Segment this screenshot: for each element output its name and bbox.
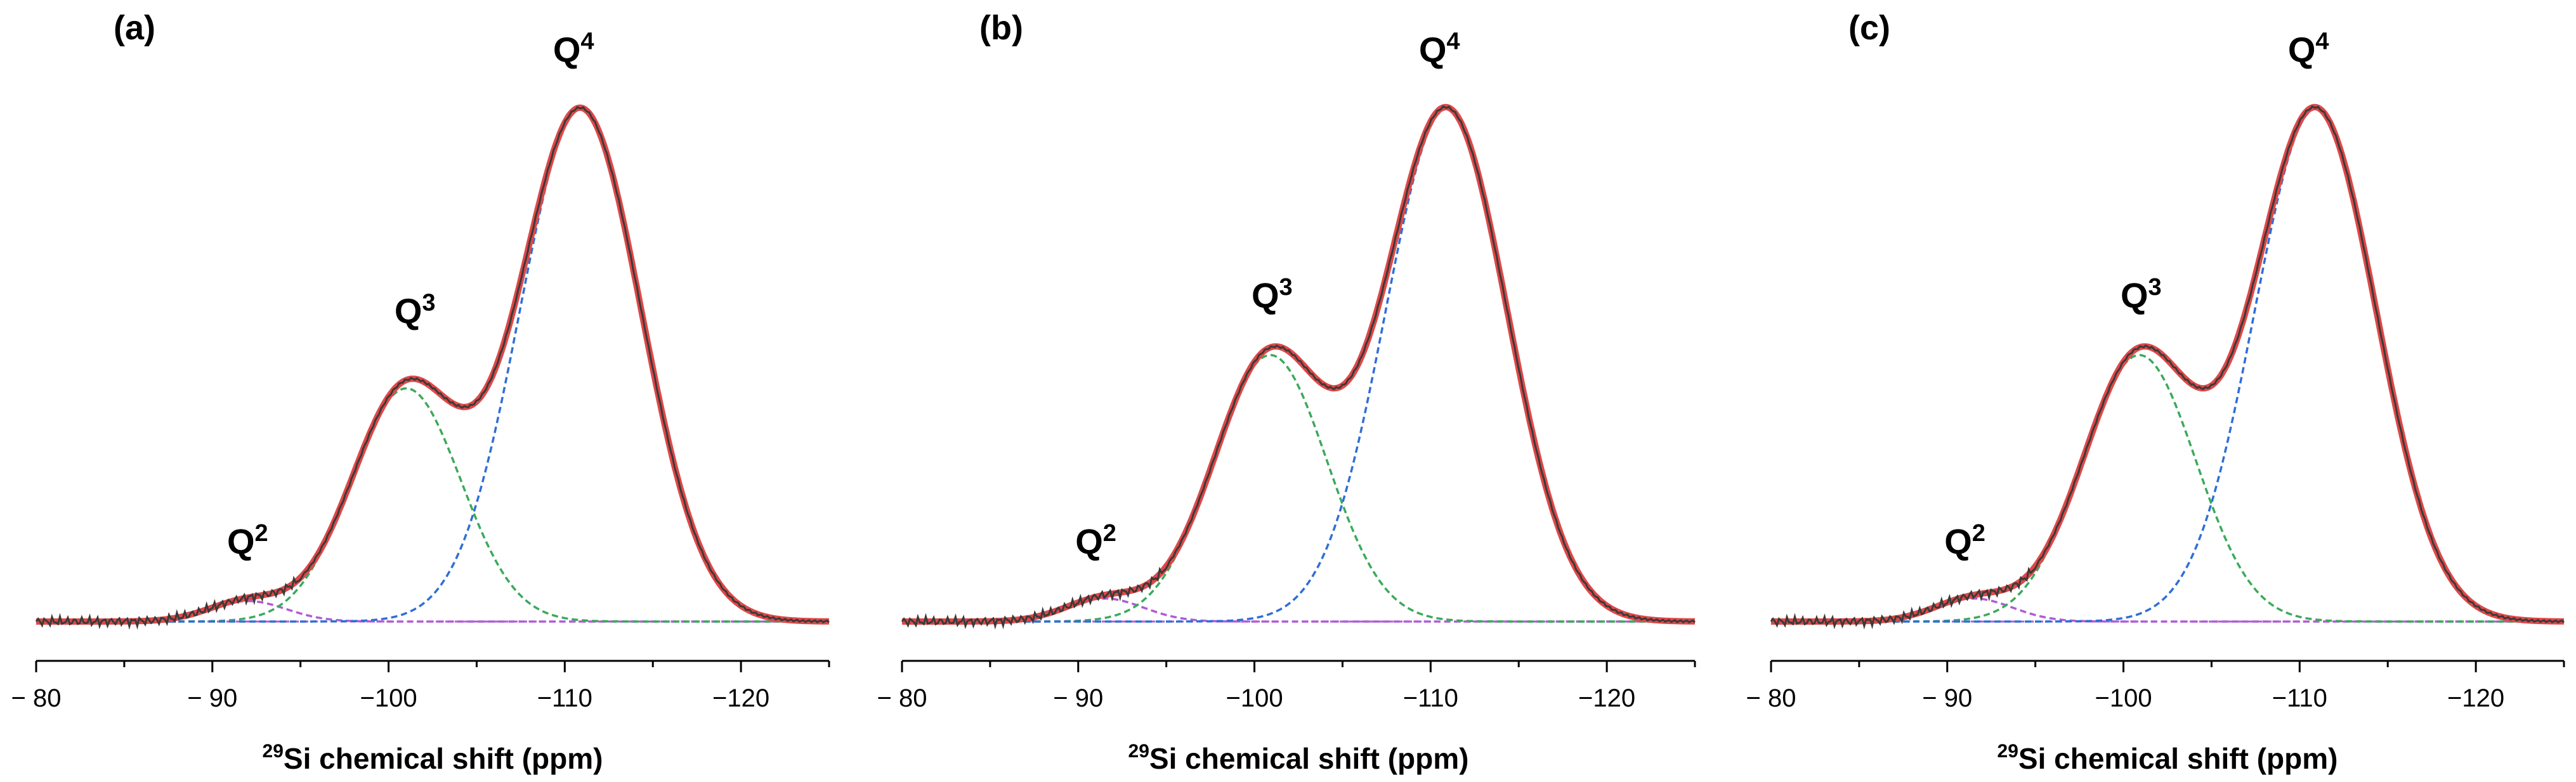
- peak-label-q3: Q3: [395, 289, 436, 330]
- experimental-spectrum: [1770, 105, 2565, 630]
- peak-label-superscript: 4: [2315, 28, 2329, 55]
- panel-label: (b): [979, 9, 1023, 47]
- peak-label-base: Q: [1944, 521, 1972, 561]
- x-tick-label: − 90: [187, 684, 237, 712]
- x-axis-title: 29Si chemical shift (ppm): [1997, 741, 2338, 775]
- x-tick-label: − 80: [11, 684, 62, 712]
- peak-label-base: Q: [2121, 275, 2148, 315]
- component-q4-curve: [1771, 108, 2564, 623]
- peak-label-base: Q: [1075, 521, 1103, 561]
- panel-label: (c): [1848, 9, 1890, 47]
- peak-label-superscript: 3: [422, 289, 435, 316]
- chart-panel-1: − 80 − 90 −100 −110 −120 29Si chemical shift …: [11, 9, 830, 775]
- x-tick-label: − 80: [877, 684, 927, 712]
- peak-label-q4: Q4: [553, 28, 594, 69]
- component-q3-curve: [1771, 354, 2564, 623]
- peak-label-base: Q: [1419, 29, 1447, 69]
- x-axis-title: 29Si chemical shift (ppm): [263, 741, 603, 775]
- fit-sum-curve: [901, 103, 1696, 625]
- x-tick-label: − 90: [1922, 684, 1972, 712]
- peak-label-superscript: 3: [1279, 274, 1293, 301]
- x-axis-title: 29Si chemical shift (ppm): [1128, 741, 1469, 775]
- x-axis-title-text: Si chemical shift (ppm): [284, 742, 603, 775]
- peak-label-superscript: 2: [255, 520, 268, 547]
- peak-label-q2: Q2: [227, 520, 268, 561]
- x-axis-title-superscript: 29: [1128, 741, 1149, 762]
- component-q3-curve: [902, 354, 1695, 623]
- peak-label-superscript: 3: [2148, 274, 2162, 301]
- component-q3-curve: [36, 387, 829, 623]
- x-tick-label: −110: [1403, 684, 1458, 712]
- x-tick-label: −100: [2095, 684, 2152, 712]
- chart-panel-3: − 80 − 90 −100 −110 −120 29Si chemical shift …: [1746, 9, 2565, 775]
- peak-label-superscript: 4: [580, 28, 594, 55]
- peak-label-superscript: 2: [1103, 520, 1116, 547]
- peak-label-base: Q: [1252, 275, 1279, 315]
- x-tick-label: −120: [712, 684, 769, 712]
- x-tick-label: −100: [1226, 684, 1283, 712]
- x-tick-label: −120: [2447, 684, 2504, 712]
- experimental-spectrum: [35, 106, 830, 630]
- fit-sum-curve: [1770, 103, 2565, 625]
- x-tick-label: −110: [537, 684, 592, 712]
- peak-label-base: Q: [395, 290, 422, 330]
- x-tick-label: − 90: [1053, 684, 1103, 712]
- x-tick-label: −120: [1578, 684, 1635, 712]
- x-tick-label: −100: [360, 684, 417, 712]
- component-q4-curve: [902, 108, 1695, 623]
- peak-label-base: Q: [2288, 29, 2316, 69]
- component-q4-curve: [36, 108, 829, 623]
- peak-label-q4: Q4: [2288, 28, 2329, 69]
- peak-label-q4: Q4: [1419, 28, 1460, 69]
- peak-label-q2: Q2: [1075, 520, 1116, 561]
- peak-label-base: Q: [553, 29, 581, 69]
- peak-label-superscript: 2: [1972, 520, 1985, 547]
- peak-label-base: Q: [227, 521, 255, 561]
- fit-sum-curve: [35, 104, 830, 625]
- chart-panel-2: − 80 − 90 −100 −110 −120 29Si chemical shift …: [877, 9, 1696, 775]
- x-axis-title-superscript: 29: [1997, 741, 2018, 762]
- panel-label: (a): [114, 9, 155, 47]
- x-axis-title-superscript: 29: [263, 741, 284, 762]
- x-axis-title-text: Si chemical shift (ppm): [2018, 742, 2338, 775]
- x-tick-label: −110: [2272, 684, 2327, 712]
- x-axis-title-text: Si chemical shift (ppm): [1149, 742, 1469, 775]
- x-tick-label: − 80: [1746, 684, 1796, 712]
- peak-label-q3: Q3: [2121, 274, 2162, 315]
- peak-label-superscript: 4: [1446, 28, 1460, 55]
- peak-label-q2: Q2: [1944, 520, 1985, 561]
- peak-label-q3: Q3: [1252, 274, 1293, 315]
- experimental-spectrum: [901, 105, 1696, 630]
